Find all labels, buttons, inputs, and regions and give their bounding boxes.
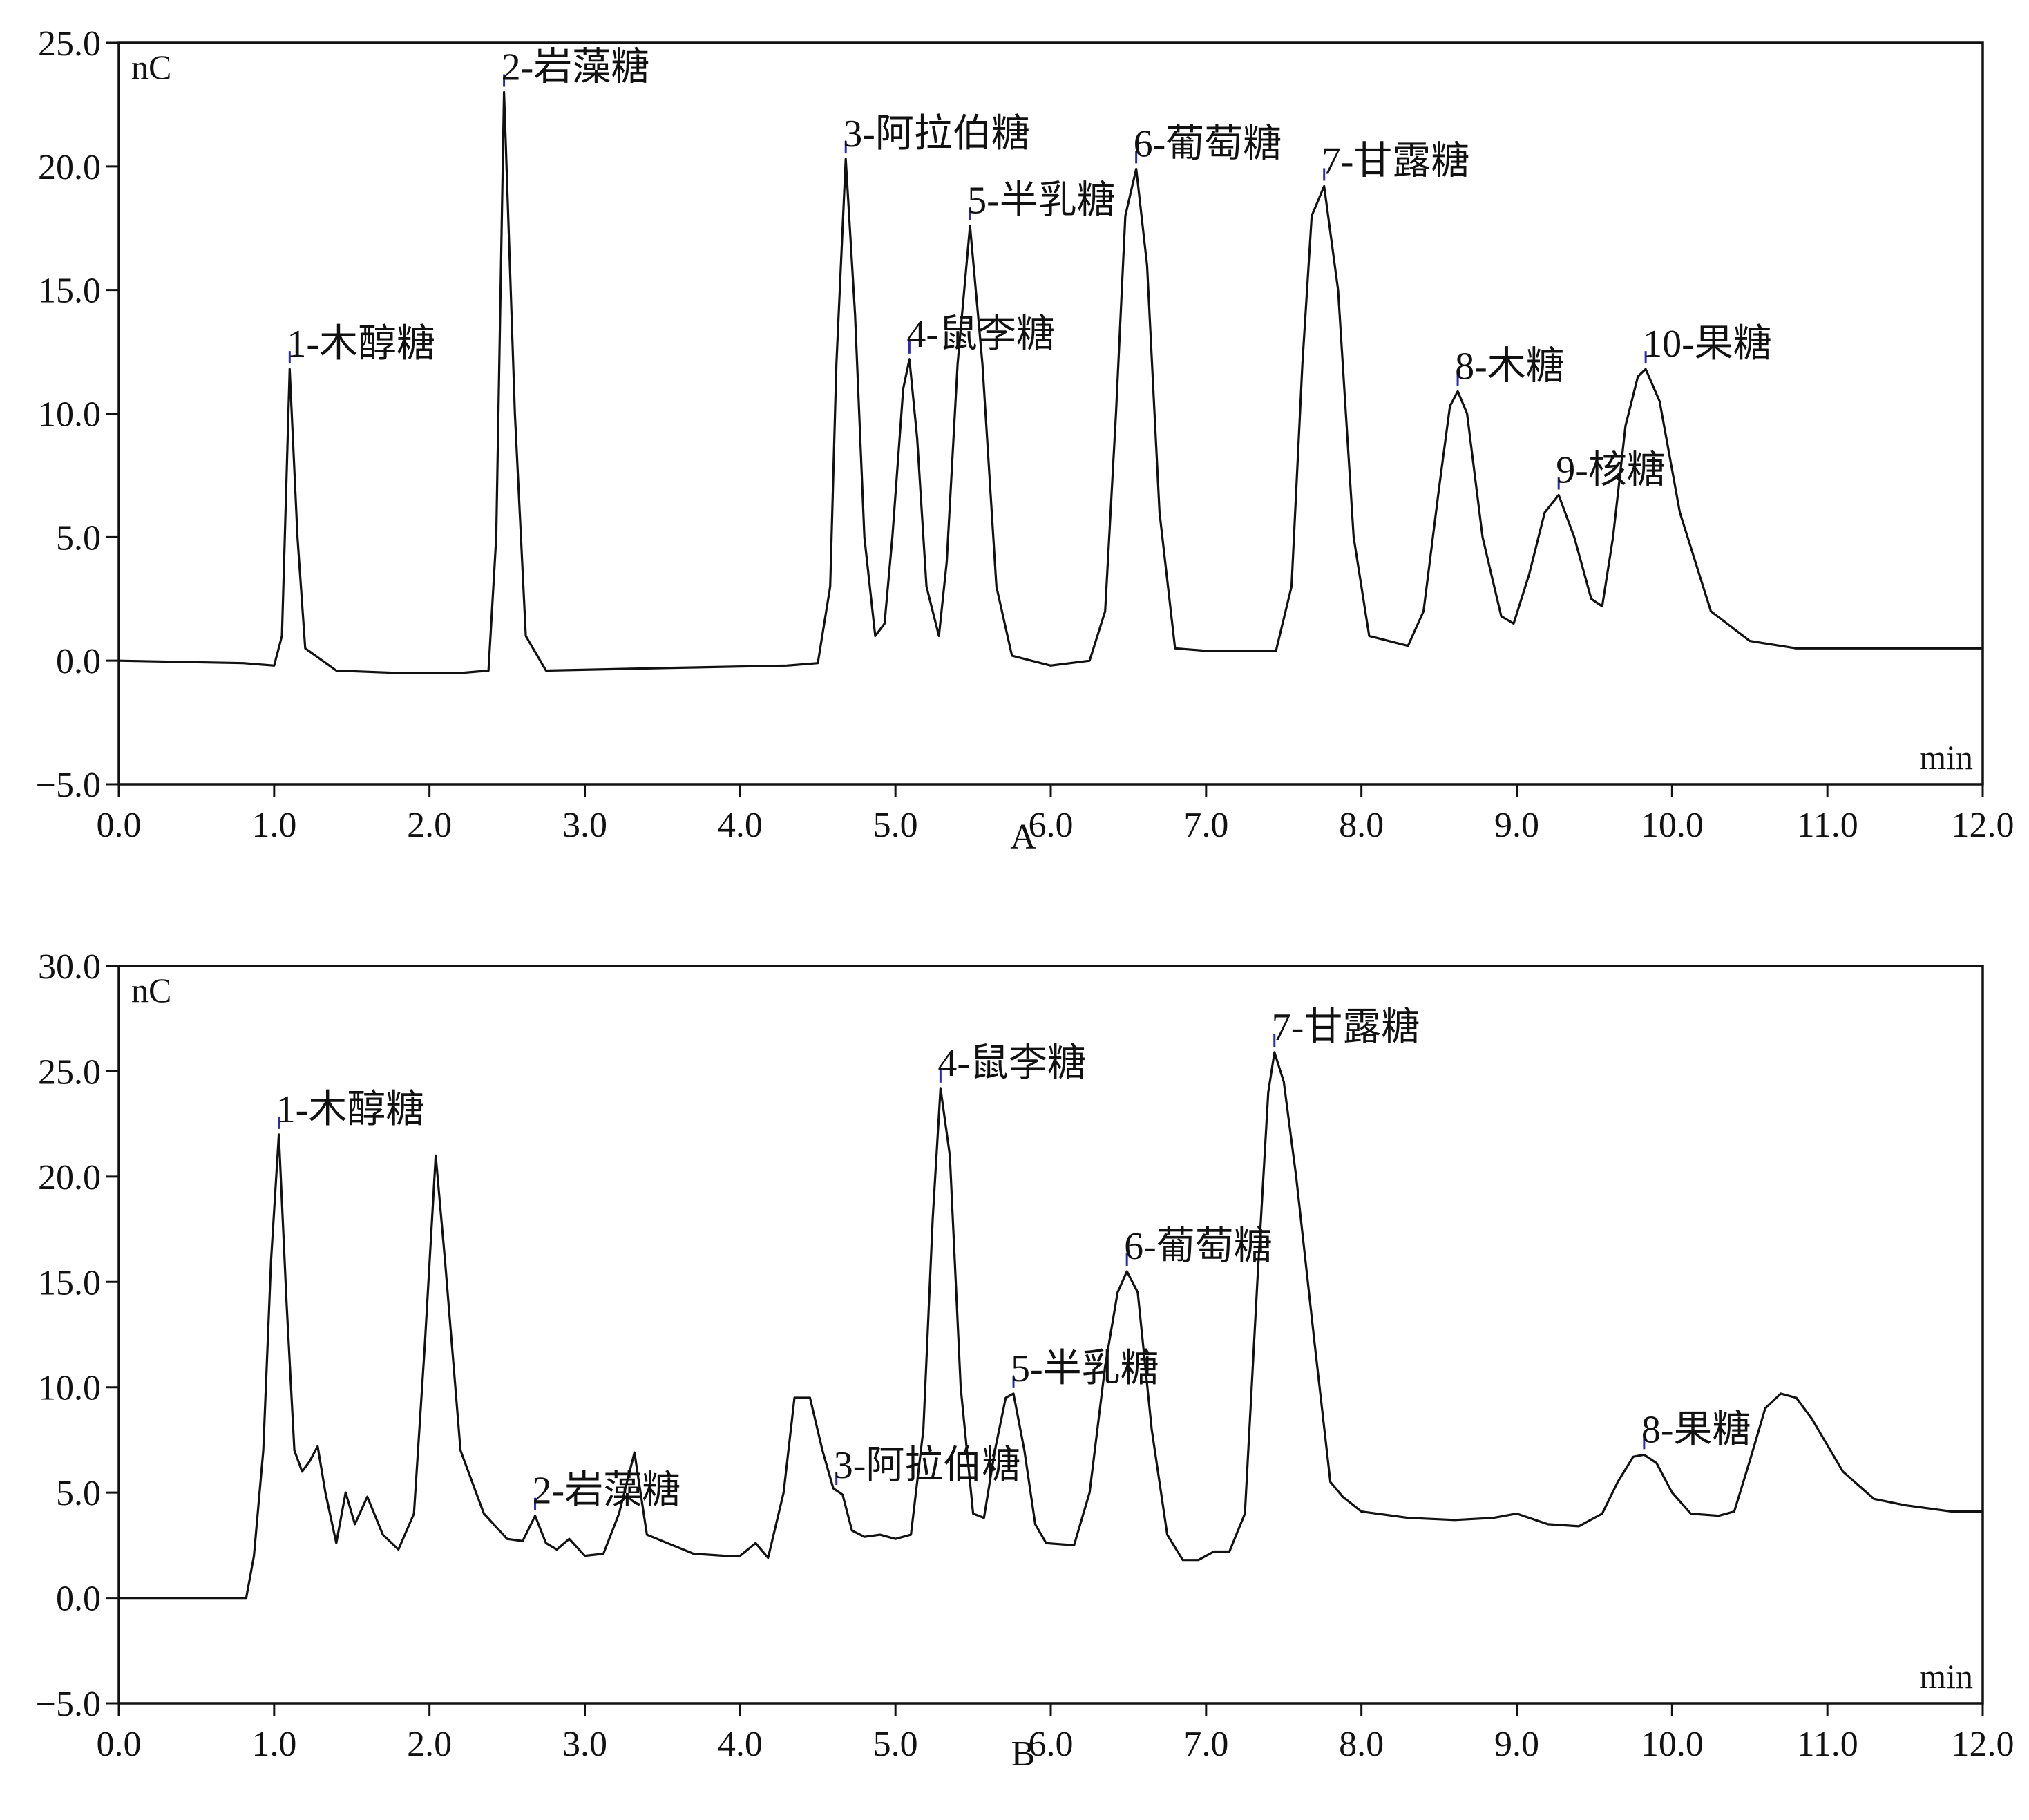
peak-label: 10-果糖 (1643, 323, 1772, 366)
x-tick-label: 4.0 (718, 806, 763, 845)
y-tick-label: 15.0 (38, 1263, 101, 1302)
y-tick-label: 5.0 (56, 1474, 101, 1513)
y-unit-label: nC (131, 48, 171, 86)
y-tick-label: 10.0 (38, 1369, 101, 1408)
y-tick-label: 0.0 (56, 1580, 101, 1619)
peak-label: 5-半乳糖 (967, 180, 1116, 222)
y-tick-label: 25.0 (38, 1052, 101, 1092)
y-tick-label: 15.0 (38, 272, 101, 311)
panel-label: B (1011, 1734, 1036, 1774)
x-tick-label: 11.0 (1797, 1725, 1858, 1764)
chromatogram-line (119, 1051, 1983, 1600)
x-tick-label: 0.0 (97, 1725, 142, 1764)
x-tick-label: 10.0 (1641, 1725, 1704, 1764)
x-tick-label: 6.0 (1029, 1725, 1074, 1764)
x-tick-label: 12.0 (1952, 1725, 2014, 1764)
y-tick-label: 25.0 (38, 24, 101, 64)
peak-label: 4-鼠李糖 (906, 313, 1055, 356)
peak-label: 5-半乳糖 (1011, 1347, 1159, 1390)
chromatogram-panel-b: 0.0 1.0 2.0 3.0 4.0 5.0 6.0 7.0 8.0 9.0 10.0 11.0 12… (36, 947, 2014, 1774)
chromatogram-panel-a: 0.0 1.0 2.0 3.0 4.0 5.0 6.0 7.0 8.0 9.0 10.0 11.0 12… (36, 24, 2014, 857)
peak-label: 2-岩藻糖 (502, 46, 650, 89)
x-tick-label: 5.0 (873, 806, 918, 845)
x-tick-label: 0.0 (97, 806, 142, 845)
x-tick-label: 9.0 (1494, 806, 1539, 845)
x-tick-label: 7.0 (1183, 1725, 1228, 1764)
peak-label: 6-葡萄糖 (1134, 122, 1282, 165)
chromatogram-line (118, 91, 1983, 674)
x-tick-label: 10.0 (1641, 806, 1704, 845)
peak-label: 3-阿拉伯糖 (843, 113, 1030, 155)
peak-label: 1-木醇糖 (276, 1088, 425, 1131)
peak-label: 6-葡萄糖 (1124, 1225, 1273, 1268)
x-tick-label: 9.0 (1494, 1725, 1539, 1764)
y-unit-label: nC (131, 971, 171, 1009)
x-tick-label: 1.0 (251, 806, 296, 845)
y-tick-label: 0.0 (56, 642, 101, 681)
y-tick-label: 20.0 (38, 1158, 101, 1197)
x-tick-label: 3.0 (562, 806, 607, 845)
peak-label: 9-核糖 (1556, 449, 1666, 492)
x-tick-label: 8.0 (1339, 806, 1384, 845)
x-tick-label: 2.0 (407, 806, 452, 845)
x-tick-label: 8.0 (1339, 1725, 1384, 1764)
panel-label: A (1010, 817, 1036, 857)
y-tick-label: 5.0 (56, 518, 101, 558)
peak-label: 8-果糖 (1641, 1408, 1751, 1451)
y-tick-label: 30.0 (38, 947, 101, 987)
x-tick-label: 4.0 (718, 1725, 763, 1764)
peak-label: 2-岩藻糖 (533, 1470, 681, 1513)
peak-label: 7-甘露糖 (1272, 1006, 1420, 1049)
peak-label: 7-甘露糖 (1322, 140, 1470, 182)
peak-label: 4-鼠李糖 (937, 1042, 1086, 1085)
y-tick-label: −5.0 (36, 766, 101, 805)
x-unit-label: min (1919, 1657, 1973, 1696)
x-tick-label: 7.0 (1183, 806, 1228, 845)
y-tick-label: 10.0 (38, 395, 101, 435)
x-unit-label: min (1919, 738, 1973, 777)
x-tick-label: 11.0 (1797, 806, 1858, 845)
x-tick-label: 1.0 (251, 1725, 296, 1764)
peak-label: 3-阿拉伯糖 (834, 1444, 1021, 1487)
x-tick-label: 3.0 (562, 1725, 607, 1764)
x-tick-label: 12.0 (1952, 806, 2014, 845)
x-tick-label: 5.0 (873, 1725, 918, 1764)
y-tick-label: −5.0 (36, 1685, 101, 1724)
x-tick-label: 6.0 (1029, 806, 1074, 845)
y-tick-label: 20.0 (38, 148, 101, 187)
x-tick-label: 2.0 (407, 1725, 452, 1764)
peak-label: 1-木醇糖 (287, 323, 435, 366)
peak-label: 8-木糖 (1455, 345, 1565, 388)
